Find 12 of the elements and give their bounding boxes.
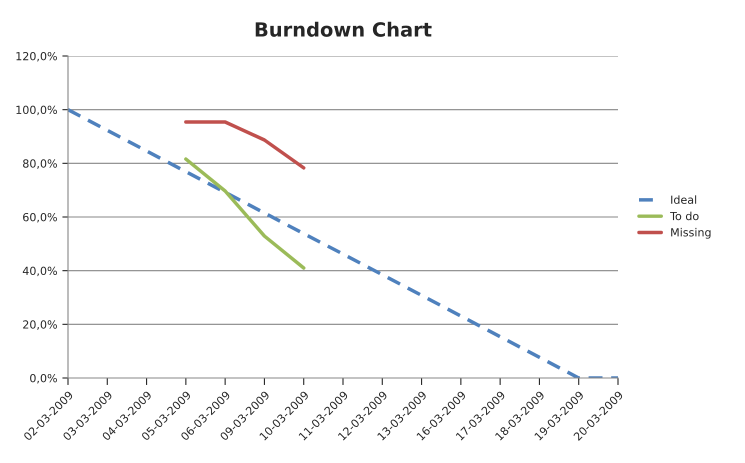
y-tick-label: 0,0% xyxy=(30,374,57,384)
legend-label: Missing xyxy=(671,228,711,239)
legend-label: Ideal xyxy=(671,195,696,204)
y-tick-label: 100,0% xyxy=(16,106,57,116)
y-tick-label: 20,0% xyxy=(23,320,57,330)
legend-label: To do xyxy=(670,212,699,220)
y-tick-label: 60,0% xyxy=(23,212,57,223)
y-tick-label: 80,0% xyxy=(23,159,57,169)
y-tick-label: 120,0% xyxy=(16,52,57,62)
y-tick-label: 40,0% xyxy=(22,266,57,276)
chart-title: Burndown Chart xyxy=(256,22,432,37)
line-series xyxy=(184,157,306,270)
